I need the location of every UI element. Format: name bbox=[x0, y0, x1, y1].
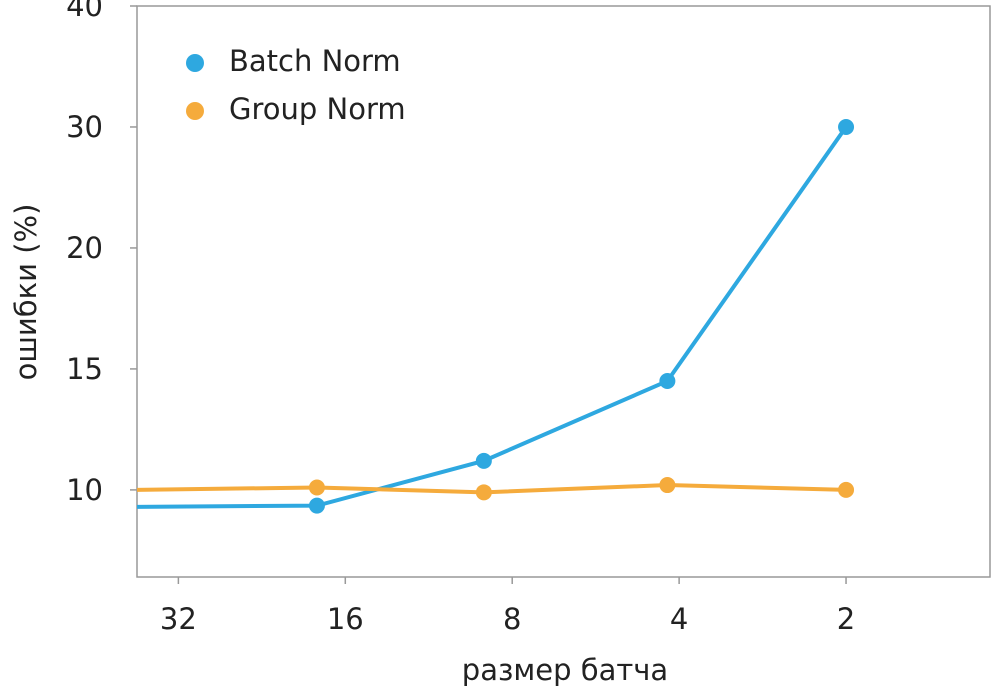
plot-frame bbox=[136, 5, 991, 578]
legend-marker bbox=[186, 54, 204, 72]
legend-marker bbox=[186, 102, 204, 120]
x-tick-label: 2 bbox=[837, 602, 855, 636]
legend-label: Group Norm bbox=[229, 92, 406, 126]
series-marker bbox=[308, 497, 325, 514]
y-tick-label: 30 bbox=[66, 110, 103, 144]
series-marker bbox=[659, 477, 676, 494]
series-marker bbox=[475, 452, 492, 469]
series-marker bbox=[838, 481, 855, 498]
y-tick-label: 10 bbox=[66, 473, 103, 507]
x-axis-label: размер батча bbox=[462, 653, 668, 687]
series-marker bbox=[475, 484, 492, 501]
series-line bbox=[136, 125, 848, 509]
legend-label: Batch Norm bbox=[229, 44, 401, 78]
x-tick-label: 8 bbox=[503, 602, 521, 636]
x-tick-label: 4 bbox=[670, 602, 688, 636]
series-marker bbox=[838, 118, 855, 135]
y-tick-label: 40 bbox=[66, 0, 103, 23]
y-tick-label: 20 bbox=[66, 231, 103, 265]
x-tick-label: 32 bbox=[160, 602, 197, 636]
y-tick-label: 15 bbox=[66, 352, 103, 386]
y-axis-label: ошибки (%) bbox=[9, 204, 43, 381]
x-tick-label: 16 bbox=[327, 602, 364, 636]
series-marker bbox=[308, 479, 325, 496]
series-marker bbox=[659, 373, 676, 390]
